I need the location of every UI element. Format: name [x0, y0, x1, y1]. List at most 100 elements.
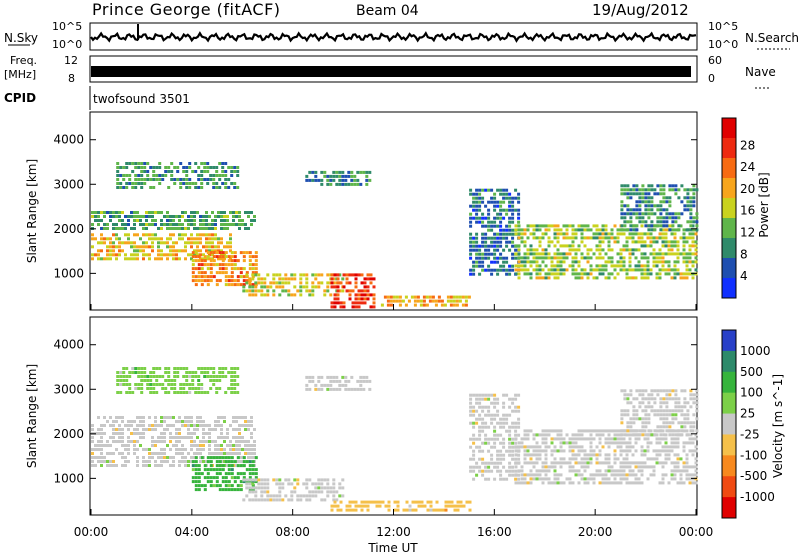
heatmap-cell: [357, 289, 361, 293]
heatmap-cell: [209, 271, 213, 275]
heatmap-cell: [571, 441, 575, 445]
heatmap-cell: [514, 457, 518, 461]
heatmap-cell: [538, 477, 542, 481]
heatmap-cell: [182, 375, 186, 378]
heatmap-cell: [218, 379, 222, 382]
heatmap-cell: [499, 477, 503, 481]
heatmap-cell: [109, 257, 112, 261]
heatmap-cell: [620, 184, 624, 188]
heatmap-cell: [205, 233, 208, 237]
heatmap-cell: [562, 441, 566, 445]
heatmap-cell: [257, 478, 261, 482]
heatmap-cell: [130, 241, 133, 245]
heatmap-cell: [496, 413, 500, 417]
heatmap-cell: [341, 494, 345, 498]
heatmap-cell: [553, 429, 557, 433]
heatmap-cell: [680, 409, 684, 413]
heatmap-cell: [508, 204, 512, 208]
heatmap-cell: [514, 433, 518, 437]
heatmap-cell: [119, 174, 123, 177]
heatmap-cell: [218, 367, 222, 370]
heatmap-cell: [655, 433, 659, 437]
heatmap-cell: [508, 272, 512, 276]
heatmap-cell: [586, 465, 590, 469]
heatmap-cell: [496, 272, 500, 276]
heatmap-cell: [535, 469, 539, 473]
heatmap-cell: [469, 405, 473, 409]
heatmap-cell: [103, 211, 106, 214]
heatmap-cell: [251, 478, 255, 482]
heatmap-cell: [236, 488, 240, 492]
heatmap-cell: [121, 219, 124, 222]
heatmap-cell: [469, 397, 473, 401]
heatmap-cell: [662, 413, 666, 417]
heatmap-cell: [680, 421, 684, 425]
heatmap-cell: [535, 264, 539, 268]
heatmap-cell: [496, 236, 500, 240]
heatmap-cell: [329, 387, 333, 391]
heatmap-cell: [209, 178, 213, 181]
heatmap-cell: [532, 228, 536, 232]
heatmap-cell: [197, 267, 201, 271]
heatmap-cell: [652, 256, 656, 260]
heatmap-cell: [191, 263, 195, 267]
heatmap-cell: [595, 268, 599, 272]
heatmap-cell: [637, 260, 641, 264]
heatmap-cell: [662, 433, 666, 437]
heatmap-cell: [598, 272, 602, 276]
heatmap-cell: [193, 249, 196, 253]
heatmap-cell: [218, 375, 222, 378]
heatmap-cell: [520, 477, 524, 481]
heatmap-cell: [100, 227, 103, 230]
heatmap-cell: [109, 424, 112, 427]
heatmap-cell: [562, 232, 566, 236]
heatmap-cell: [142, 245, 145, 249]
heatmap-cell: [181, 223, 184, 226]
heatmap-cell: [199, 424, 202, 427]
heatmap-cell: [251, 482, 255, 486]
heatmap-cell: [437, 295, 441, 299]
heatmap-cell: [505, 224, 509, 228]
heatmap-cell: [559, 437, 563, 441]
heatmap-cell: [392, 295, 396, 299]
heatmap-cell: [115, 253, 118, 257]
heatmap-cell: [571, 240, 575, 244]
heatmap-cell: [116, 178, 120, 181]
heatmap-cell: [493, 216, 497, 220]
heatmap-cell: [199, 241, 202, 245]
heatmap-cell: [634, 276, 638, 280]
heatmap-cell: [517, 192, 521, 196]
heatmap-cell: [366, 504, 370, 508]
heatmap-cell: [685, 276, 689, 280]
heatmap-cell: [143, 162, 147, 165]
heatmap-cell: [247, 424, 250, 427]
heatmap-cell: [638, 212, 642, 216]
heatmap-cell: [505, 417, 509, 421]
heatmap-cell: [206, 472, 210, 476]
heatmap-cell: [625, 272, 629, 276]
heatmap-cell: [505, 256, 509, 260]
heatmap-cell: [601, 433, 605, 437]
heatmap-cell: [137, 174, 141, 177]
heatmap-cell: [520, 445, 524, 449]
heatmap-cell: [464, 299, 468, 303]
heatmap-cell: [184, 448, 187, 451]
heatmap-cell: [493, 208, 497, 212]
heatmap-cell: [638, 220, 642, 224]
heatmap-cell: [659, 413, 663, 417]
heatmap-cell: [438, 508, 442, 512]
heatmap-cell: [194, 468, 198, 472]
heatmap-cell: [535, 248, 539, 252]
heatmap-cell: [631, 252, 635, 256]
heatmap-cell: [604, 228, 608, 232]
heatmap-cell: [661, 449, 665, 453]
heatmap-cell: [571, 481, 575, 485]
heatmap-cell: [496, 216, 500, 220]
power-colorbar-label: Power [dB]: [757, 172, 771, 237]
heatmap-cell: [502, 441, 506, 445]
heatmap-cell: [508, 240, 512, 244]
heatmap-cell: [335, 498, 339, 502]
heatmap-cell: [686, 421, 690, 425]
heatmap-cell: [221, 480, 225, 484]
heatmap-cell: [230, 283, 234, 287]
